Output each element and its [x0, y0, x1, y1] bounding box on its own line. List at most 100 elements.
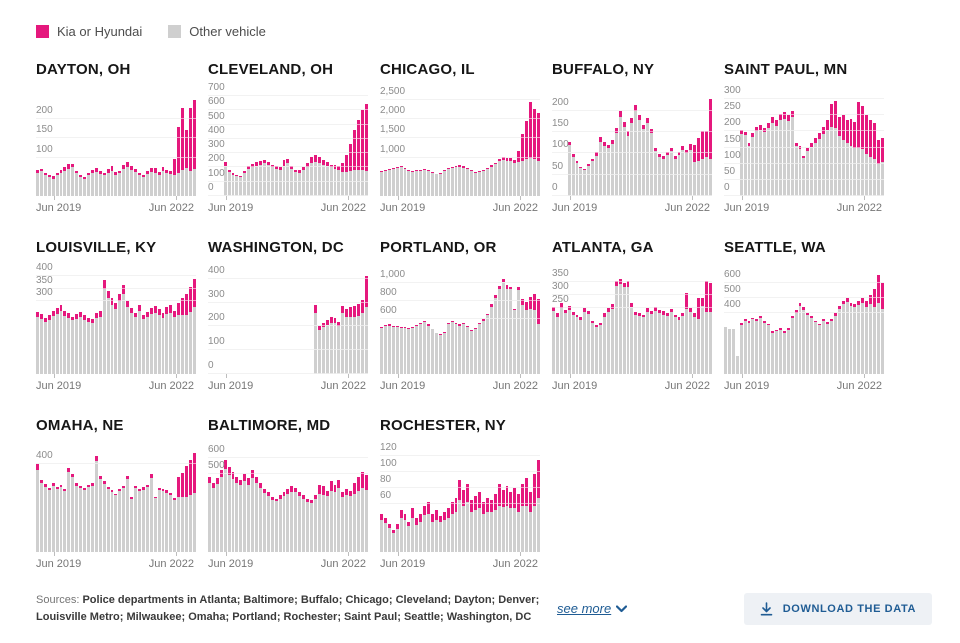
kia-segment: [782, 331, 786, 333]
kia-segment: [337, 479, 341, 489]
kia-segment: [173, 497, 177, 500]
y-tick-label: 200: [552, 96, 569, 108]
other-segment: [106, 298, 110, 374]
bar-month: [251, 274, 254, 374]
kia-segment: [192, 278, 196, 307]
kia-segment: [521, 134, 525, 162]
kia-segment: [94, 313, 98, 318]
other-segment: [595, 155, 599, 196]
other-segment: [215, 483, 219, 552]
other-segment: [865, 154, 869, 196]
kia-segment: [126, 161, 130, 168]
kia-segment: [536, 298, 540, 324]
kia-segment: [419, 169, 423, 171]
bar-month: [411, 274, 415, 374]
bar-month: [689, 96, 693, 196]
other-segment: [90, 172, 94, 196]
other-segment: [211, 487, 215, 552]
kia-segment: [364, 276, 368, 308]
gridline-overlay: [208, 325, 368, 327]
other-segment: [219, 477, 223, 552]
bar-month: [274, 96, 278, 196]
other-segment: [423, 322, 427, 374]
other-segment: [778, 329, 782, 374]
chart-plot: 250 300 350: [552, 268, 712, 374]
other-segment: [247, 168, 251, 196]
x-axis: Jun 2019 Jun 2022: [380, 374, 540, 396]
kia-segment: [415, 325, 419, 327]
kia-segment: [876, 275, 880, 303]
bar-month: [657, 274, 661, 374]
kia-segment: [278, 166, 282, 171]
kia-segment: [337, 166, 341, 171]
other-segment: [743, 135, 747, 196]
bar-month: [517, 96, 521, 196]
other-segment: [188, 171, 192, 196]
bar-month: [364, 274, 368, 374]
bar-month: [794, 274, 798, 374]
bar-month: [434, 274, 438, 374]
kia-segment: [106, 291, 110, 299]
bar-month: [337, 96, 341, 196]
bar-month: [86, 96, 90, 196]
see-more-link[interactable]: see more: [557, 601, 628, 616]
bar-month: [102, 274, 106, 374]
chart-baltimore-md: BALTIMORE, MD 500 600 Jun 2019 Jun 2022: [208, 417, 368, 574]
kia-segment: [321, 322, 325, 328]
bar-month: [446, 452, 450, 552]
bar-month: [642, 96, 646, 196]
other-segment: [837, 308, 841, 374]
bar-month: [622, 274, 626, 374]
bar-month: [341, 274, 345, 374]
bar-month: [419, 96, 423, 196]
kia-segment: [59, 304, 63, 312]
bar-month: [521, 96, 525, 196]
other-segment: [391, 327, 395, 374]
download-data-button[interactable]: DOWNLOAD THE DATA: [743, 592, 932, 625]
other-segment: [794, 312, 798, 374]
other-segment: [294, 171, 298, 196]
other-segment: [458, 325, 462, 374]
other-segment: [411, 517, 415, 552]
x-tick: [864, 374, 866, 378]
other-segment: [55, 174, 59, 196]
bars: [380, 274, 540, 374]
other-segment: [43, 174, 47, 196]
chart-plot: 0 50 100 150 200: [552, 96, 712, 196]
other-segment: [79, 176, 83, 196]
bar-month: [329, 452, 333, 552]
kia-segment: [407, 328, 411, 329]
other-segment: [262, 163, 266, 196]
bar-month: [258, 452, 262, 552]
gridline-overlay: [552, 294, 712, 296]
kia-segment: [415, 518, 419, 525]
other-segment: [278, 498, 282, 552]
other-segment: [708, 312, 712, 374]
other-segment: [778, 120, 782, 196]
other-segment: [337, 170, 341, 196]
kia-segment: [239, 176, 243, 178]
x-tick-label: Jun 2022: [148, 380, 194, 392]
other-segment: [693, 161, 697, 196]
kia-segment: [869, 294, 873, 304]
bar-month: [822, 274, 825, 374]
kia-segment: [622, 283, 626, 288]
bar-month: [188, 452, 192, 552]
bar-month: [83, 96, 86, 196]
x-tick: [176, 196, 178, 200]
other-segment: [274, 168, 278, 196]
kia-segment: [458, 165, 462, 167]
kia-segment: [450, 167, 454, 169]
kia-segment: [90, 169, 94, 173]
kia-segment: [438, 516, 442, 523]
other-segment: [407, 526, 411, 552]
other-segment: [606, 312, 610, 374]
kia-segment: [134, 313, 137, 318]
kia-segment: [118, 489, 122, 492]
y-tick-label: 400: [724, 299, 741, 311]
other-segment: [626, 135, 630, 196]
chart-plot: 300 350 400: [36, 263, 196, 374]
other-segment: [802, 158, 806, 196]
kia-segment: [188, 287, 192, 312]
other-segment: [47, 176, 51, 196]
